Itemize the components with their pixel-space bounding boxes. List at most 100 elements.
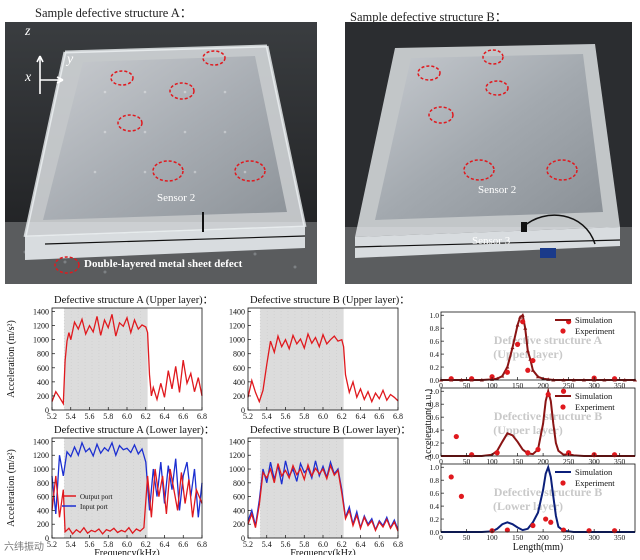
length-profile-panels: Defective structure A (Upper layer) 0.0 0.2… bbox=[423, 290, 640, 555]
legend-label-experiment: Experiment bbox=[575, 478, 615, 488]
x-tick-label: 6.4 bbox=[160, 412, 170, 421]
x-tick-label: 5.2 bbox=[243, 412, 253, 421]
y-tick-label: 800 bbox=[233, 479, 245, 488]
y-tick-label: 1.0 bbox=[430, 463, 440, 472]
legend-swatch-experiment bbox=[560, 480, 566, 486]
x-axis-label: Frequency(kHz) bbox=[94, 548, 160, 555]
y-tick-label: 0.4 bbox=[430, 426, 440, 435]
y-tick-label: 600 bbox=[233, 493, 245, 502]
y-tick-label: 1.0 bbox=[430, 387, 440, 396]
chart-ur: Defective structure B (Upper layer)： 5.2 5… bbox=[229, 295, 410, 421]
y-tick-label: 1000 bbox=[229, 336, 245, 345]
simulation-marker bbox=[523, 326, 528, 330]
y-tick-label: 1000 bbox=[33, 465, 49, 474]
x-tick-label: 6.6 bbox=[178, 412, 188, 421]
x-tick-label: 6.8 bbox=[197, 412, 207, 421]
simulation-marker bbox=[536, 374, 540, 379]
x-tick-label: 350 bbox=[614, 533, 626, 542]
x-tick-label: 0 bbox=[439, 457, 443, 466]
photo-b-sensor2-label: Sensor 2 bbox=[478, 184, 517, 196]
x-tick-label: 350 bbox=[614, 457, 626, 466]
x-tick-label: 6.2 bbox=[141, 540, 151, 549]
photo-a-caption: Sample defective structure A： bbox=[35, 6, 193, 20]
y-tick-label: 1400 bbox=[33, 437, 49, 446]
simulation-marker bbox=[525, 348, 530, 353]
y-tick-label: 600 bbox=[37, 364, 49, 373]
y-tick-label: 200 bbox=[233, 520, 245, 529]
experiment-point bbox=[448, 376, 454, 382]
experiment-point bbox=[560, 388, 567, 394]
chart-r2: Defective structure B(Upper layer) 0.0 0.2… bbox=[430, 387, 636, 466]
chart-title: Defective structure A (Upper layer)： bbox=[54, 295, 213, 306]
x-tick-label: 6.2 bbox=[337, 412, 347, 421]
x-axis-label: Length(mm) bbox=[513, 542, 564, 553]
y-tick-label: 0.0 bbox=[430, 376, 440, 385]
x-tick-label: 200 bbox=[537, 381, 549, 390]
x-tick-label: 6.8 bbox=[393, 540, 403, 549]
experiment-point bbox=[514, 341, 521, 347]
chart-title: Defective structure A (Lower layer)： bbox=[54, 425, 214, 436]
y-tick-label: 600 bbox=[37, 493, 49, 502]
y-tick-label: 1400 bbox=[33, 308, 49, 317]
experiment-point bbox=[530, 357, 536, 364]
y-tick-label: 1400 bbox=[229, 308, 245, 317]
x-tick-label: 6.0 bbox=[318, 412, 328, 421]
overlay-title-line2: (Upper layer) bbox=[493, 423, 562, 437]
chart-title: Defective structure B (Upper layer)： bbox=[250, 295, 410, 306]
axis-label-z: z bbox=[25, 24, 31, 39]
y-tick-label: 0 bbox=[45, 406, 49, 415]
x-tick-label: 150 bbox=[512, 381, 524, 390]
y-tick-label: 0.6 bbox=[430, 489, 440, 498]
x-tick-label: 50 bbox=[463, 533, 471, 542]
simulation-marker bbox=[530, 368, 535, 372]
x-tick-label: 5.8 bbox=[103, 412, 113, 421]
experiment-point bbox=[535, 446, 541, 453]
y-tick-label: 0.4 bbox=[430, 350, 440, 359]
legend-label-output: Output port bbox=[80, 493, 113, 501]
x-tick-label: 5.6 bbox=[281, 412, 291, 421]
y-tick-label: 0.2 bbox=[430, 363, 440, 372]
photo-a-illustration bbox=[5, 22, 317, 284]
series-line-output-port bbox=[51, 314, 203, 406]
experiment-point bbox=[504, 369, 510, 375]
y-tick-label: 800 bbox=[37, 479, 49, 488]
experiment-point bbox=[453, 433, 459, 440]
x-tick-label: 6.6 bbox=[374, 540, 384, 549]
x-tick-label: 350 bbox=[614, 381, 626, 390]
legend-label-input: Input port bbox=[80, 503, 108, 511]
legend-swatch-experiment bbox=[560, 404, 566, 410]
defect-legend-label: Double-layered metal sheet defect bbox=[84, 258, 243, 270]
y-tick-label: 1.0 bbox=[430, 311, 440, 320]
y-tick-label: 1400 bbox=[229, 437, 245, 446]
y-tick-label: 0 bbox=[241, 406, 245, 415]
x-tick-label: 100 bbox=[486, 381, 498, 390]
y-tick-label: 0.6 bbox=[430, 413, 440, 422]
simulation-marker bbox=[515, 322, 520, 327]
y-tick-label: 0.2 bbox=[430, 439, 440, 448]
x-tick-label: 5.4 bbox=[66, 540, 76, 549]
x-tick-label: 5.8 bbox=[103, 540, 113, 549]
simulation-marker bbox=[518, 315, 523, 319]
legend-label-experiment: Experiment bbox=[575, 326, 615, 336]
x-tick-label: 5.6 bbox=[85, 412, 95, 421]
x-tick-label: 250 bbox=[563, 533, 575, 542]
experiment-point bbox=[548, 519, 554, 525]
y-tick-label: 0 bbox=[45, 534, 49, 543]
axis-label-x: x bbox=[25, 70, 32, 85]
y-tick-label: 400 bbox=[37, 378, 49, 387]
simulation-marker bbox=[500, 374, 505, 378]
x-tick-label: 150 bbox=[512, 457, 524, 466]
photo-a-sensor-label: Sensor 2 bbox=[157, 192, 196, 204]
y-tick-label: 1200 bbox=[229, 322, 245, 331]
y-tick-label: 200 bbox=[37, 520, 49, 529]
x-tick-label: 250 bbox=[563, 457, 575, 466]
y-tick-label: 200 bbox=[37, 392, 49, 401]
x-tick-label: 250 bbox=[563, 381, 575, 390]
experiment-point bbox=[530, 522, 536, 529]
experiment-point bbox=[545, 391, 551, 398]
y-tick-label: 1000 bbox=[33, 336, 49, 345]
series-line-output-port bbox=[247, 462, 399, 533]
x-tick-label: 6.8 bbox=[197, 540, 207, 549]
x-tick-label: 6.6 bbox=[178, 540, 188, 549]
experiment-point bbox=[458, 493, 465, 499]
